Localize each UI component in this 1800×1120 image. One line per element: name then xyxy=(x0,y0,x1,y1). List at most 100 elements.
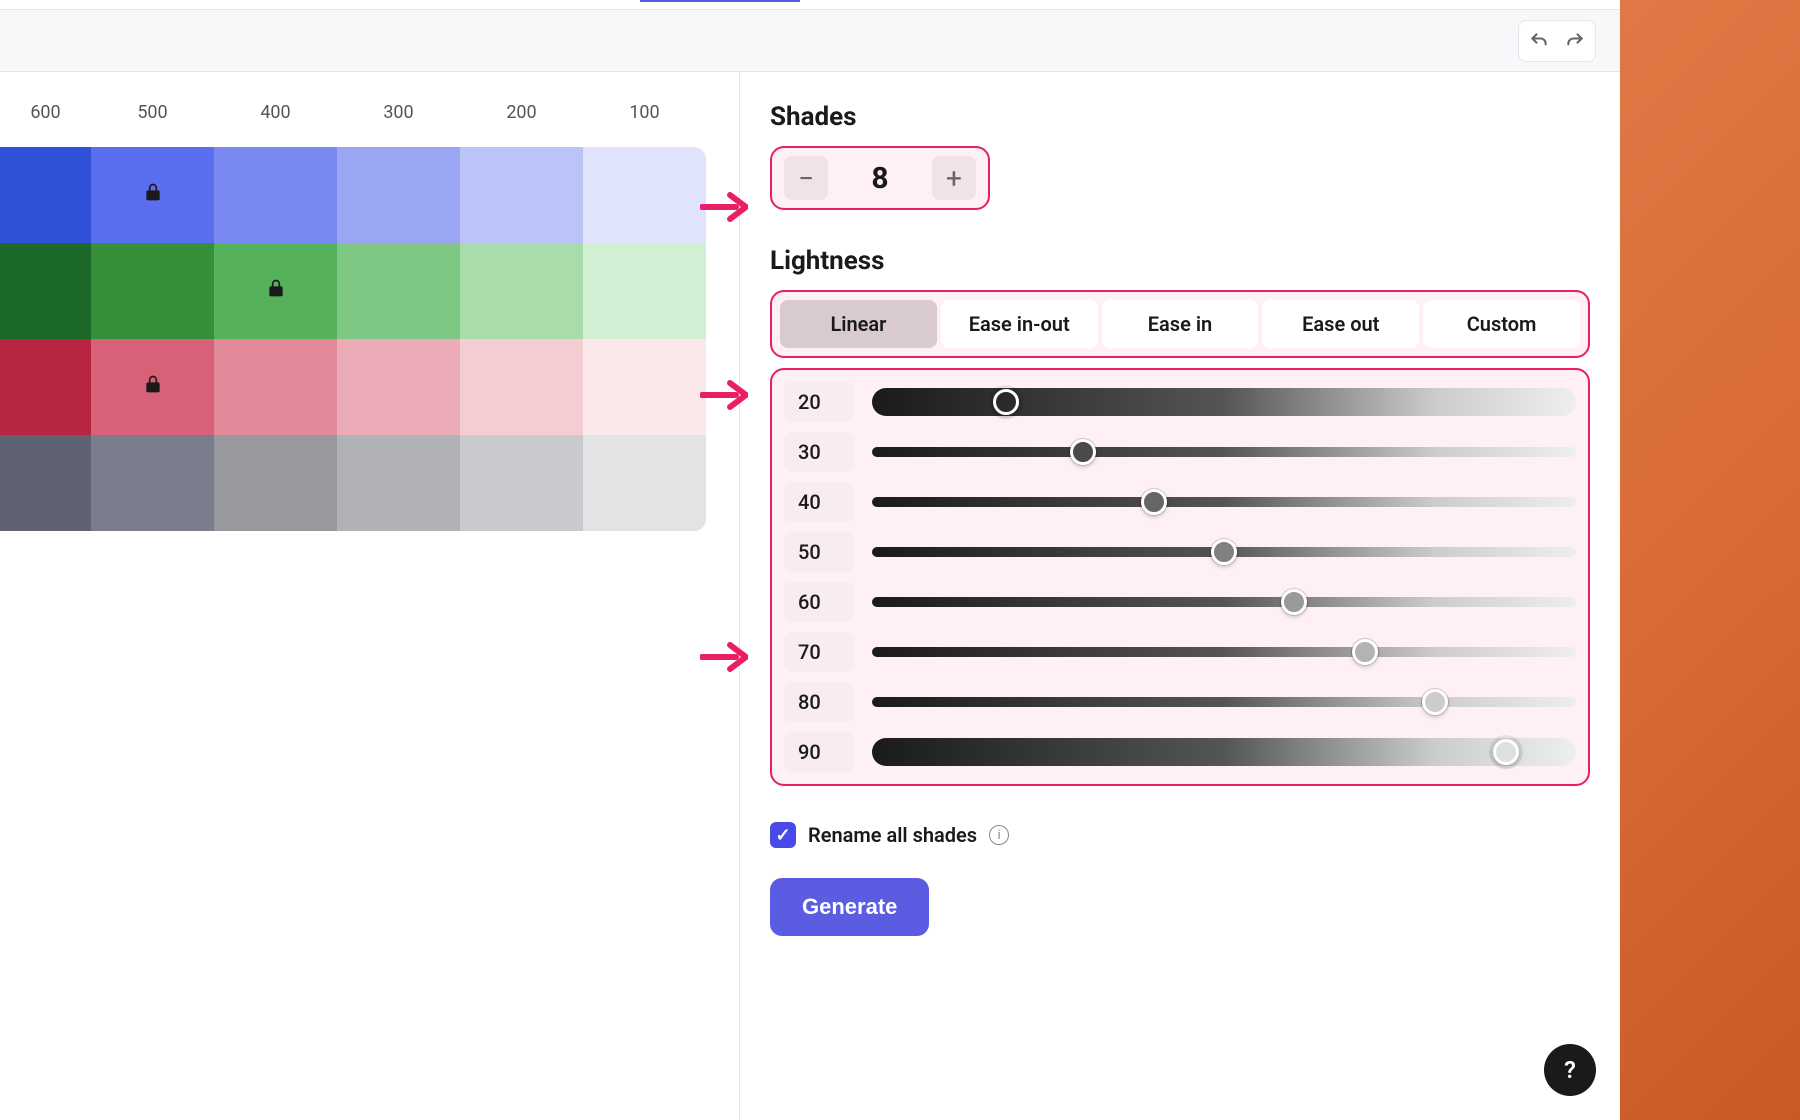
lock-icon xyxy=(266,277,286,305)
slider-track[interactable] xyxy=(872,647,1576,657)
main-container: 600500400300200100 Shades − 8 + Lightnes… xyxy=(0,0,1620,1120)
slider-thumb[interactable] xyxy=(1211,539,1237,565)
lightness-sliders: 20 30 40 50 60 70 80 90 xyxy=(770,368,1590,786)
lightness-tab-ease-out[interactable]: Ease out xyxy=(1262,300,1419,348)
palette-row xyxy=(0,243,706,339)
color-swatch[interactable] xyxy=(337,243,460,339)
slider-label: 50 xyxy=(784,532,854,572)
palette-row xyxy=(0,147,706,243)
lightness-section: Lightness LinearEase in-outEase inEase o… xyxy=(770,246,1590,786)
slider-label: 30 xyxy=(784,432,854,472)
rename-row: ✓ Rename all shades i xyxy=(770,822,1590,848)
lightness-tab-linear[interactable]: Linear xyxy=(780,300,937,348)
slider-label: 90 xyxy=(784,732,854,772)
slider-thumb[interactable] xyxy=(1352,639,1378,665)
rename-label: Rename all shades xyxy=(808,823,977,847)
orange-sidebar xyxy=(1620,0,1800,1120)
slider-track[interactable] xyxy=(872,597,1576,607)
slider-gradient xyxy=(872,447,1576,457)
palette-row xyxy=(0,435,706,531)
slider-label: 60 xyxy=(784,582,854,622)
color-swatch[interactable] xyxy=(91,243,214,339)
shade-header: 100 xyxy=(583,102,706,123)
color-swatch[interactable] xyxy=(0,435,91,531)
slider-row: 90 xyxy=(784,732,1576,772)
slider-thumb[interactable] xyxy=(1141,489,1167,515)
redo-button[interactable] xyxy=(1559,25,1591,57)
slider-row: 40 xyxy=(784,482,1576,522)
color-swatch[interactable] xyxy=(460,339,583,435)
shades-decrement-button[interactable]: − xyxy=(784,156,828,200)
color-swatch[interactable] xyxy=(91,435,214,531)
slider-thumb[interactable] xyxy=(1070,439,1096,465)
color-swatch[interactable] xyxy=(214,147,337,243)
slider-thumb[interactable] xyxy=(1422,689,1448,715)
color-swatch[interactable] xyxy=(0,243,91,339)
slider-label: 70 xyxy=(784,632,854,672)
color-swatch[interactable] xyxy=(460,243,583,339)
slider-track[interactable] xyxy=(872,388,1576,416)
undo-button[interactable] xyxy=(1523,25,1555,57)
lightness-tab-ease-in-out[interactable]: Ease in-out xyxy=(941,300,1098,348)
palette-row xyxy=(0,339,706,435)
info-icon[interactable]: i xyxy=(989,825,1009,845)
header-bar xyxy=(0,10,1620,72)
color-swatch[interactable] xyxy=(583,147,706,243)
color-swatch[interactable] xyxy=(0,339,91,435)
annotation-arrow-icon xyxy=(700,186,748,238)
undo-icon xyxy=(1529,31,1549,51)
color-swatch[interactable] xyxy=(91,339,214,435)
slider-label: 80 xyxy=(784,682,854,722)
slider-gradient xyxy=(872,647,1576,657)
slider-thumb[interactable] xyxy=(1281,589,1307,615)
lightness-tabs: LinearEase in-outEase inEase outCustom xyxy=(770,290,1590,358)
slider-thumb[interactable] xyxy=(993,389,1019,415)
color-swatch[interactable] xyxy=(583,339,706,435)
color-swatch[interactable] xyxy=(337,147,460,243)
slider-gradient xyxy=(872,597,1576,607)
redo-icon xyxy=(1565,31,1585,51)
slider-label: 40 xyxy=(784,482,854,522)
color-swatch[interactable] xyxy=(583,435,706,531)
slider-row: 70 xyxy=(784,632,1576,672)
slider-track[interactable] xyxy=(872,447,1576,457)
lightness-title: Lightness xyxy=(770,246,1590,276)
color-swatch[interactable] xyxy=(0,147,91,243)
slider-row: 60 xyxy=(784,582,1576,622)
color-swatch[interactable] xyxy=(583,243,706,339)
shade-header: 400 xyxy=(214,102,337,123)
color-swatch[interactable] xyxy=(337,339,460,435)
slider-gradient xyxy=(872,388,1576,416)
lightness-tab-ease-in[interactable]: Ease in xyxy=(1102,300,1259,348)
color-swatch[interactable] xyxy=(214,243,337,339)
slider-track[interactable] xyxy=(872,497,1576,507)
slider-track[interactable] xyxy=(872,738,1576,766)
shades-title: Shades xyxy=(770,102,1590,132)
generate-button[interactable]: Generate xyxy=(770,878,929,936)
slider-row: 20 xyxy=(784,382,1576,422)
slider-track[interactable] xyxy=(872,697,1576,707)
color-swatch[interactable] xyxy=(460,147,583,243)
rename-checkbox[interactable]: ✓ xyxy=(770,822,796,848)
undo-redo-group xyxy=(1518,20,1596,62)
shades-section: Shades − 8 + xyxy=(770,102,1590,210)
palette-grid xyxy=(0,147,706,531)
lightness-tab-custom[interactable]: Custom xyxy=(1423,300,1580,348)
slider-gradient xyxy=(872,497,1576,507)
shades-value: 8 xyxy=(860,161,900,196)
annotation-arrow-icon xyxy=(700,374,748,426)
color-swatch[interactable] xyxy=(460,435,583,531)
slider-gradient xyxy=(872,697,1576,707)
content-area: 600500400300200100 Shades − 8 + Lightnes… xyxy=(0,72,1620,1120)
color-swatch[interactable] xyxy=(91,147,214,243)
annotation-arrow-icon xyxy=(700,636,748,688)
color-swatch[interactable] xyxy=(214,339,337,435)
slider-thumb[interactable] xyxy=(1493,739,1519,765)
color-swatch[interactable] xyxy=(214,435,337,531)
help-button[interactable]: ? xyxy=(1544,1044,1596,1096)
slider-track[interactable] xyxy=(872,547,1576,557)
shade-header: 600 xyxy=(0,102,91,123)
shades-increment-button[interactable]: + xyxy=(932,156,976,200)
slider-label: 20 xyxy=(784,382,854,422)
color-swatch[interactable] xyxy=(337,435,460,531)
